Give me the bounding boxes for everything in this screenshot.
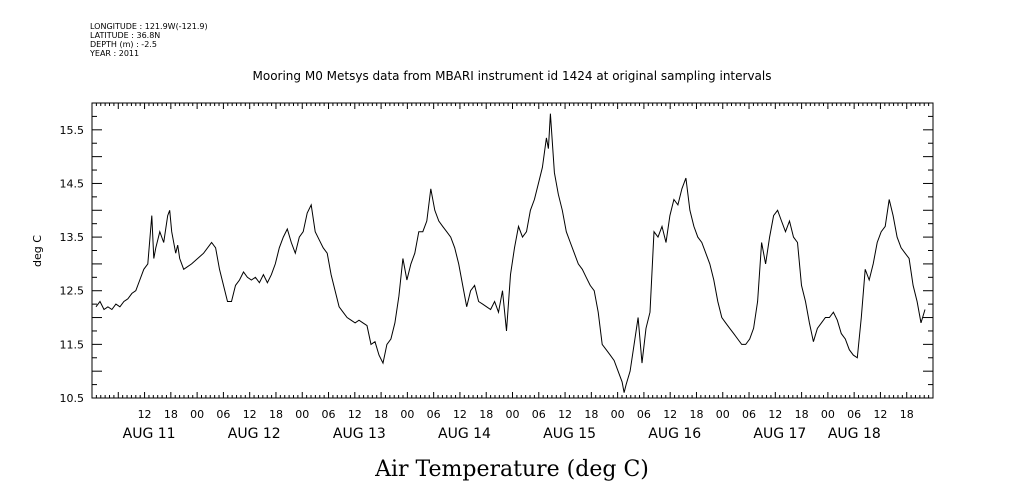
x-tick-label: 06: [532, 408, 546, 421]
x-tick-label: 00: [295, 408, 309, 421]
day-label: AUG 15: [543, 426, 596, 442]
y-tick-label: 14.5: [60, 177, 85, 190]
x-tick-label: 12: [138, 408, 152, 421]
y-tick-label: 11.5: [60, 338, 85, 351]
x-tick-label: 18: [584, 408, 598, 421]
x-tick-label: 18: [164, 408, 178, 421]
x-tick-label: 00: [506, 408, 520, 421]
x-tick-label: 06: [637, 408, 651, 421]
air-temperature-line: [95, 113, 926, 393]
x-tick-label: 18: [689, 408, 703, 421]
day-label: AUG 13: [333, 426, 386, 442]
x-tick-label: 12: [663, 408, 677, 421]
day-label: AUG 11: [123, 426, 176, 442]
day-label: AUG 17: [753, 426, 806, 442]
x-tick-label: 12: [558, 408, 572, 421]
x-tick-label: 06: [847, 408, 861, 421]
y-tick-label: 15.5: [60, 124, 85, 137]
day-label: AUG 12: [228, 426, 281, 442]
y-tick-label: 13.5: [60, 231, 85, 244]
x-tick-label: 12: [768, 408, 782, 421]
axis-ticks: [91, 102, 934, 399]
day-label: AUG 16: [648, 426, 701, 442]
x-tick-label: 18: [269, 408, 283, 421]
x-tick-label: 12: [873, 408, 887, 421]
y-tick-label: 12.5: [60, 285, 85, 298]
x-tick-labels: 12 18 00 06 12 18 00 06 12 18 00 06 12 18 00 06 12 18 00 06…: [138, 408, 914, 421]
x-tick-label: 12: [243, 408, 257, 421]
x-tick-label: 18: [479, 408, 493, 421]
x-tick-label: 00: [400, 408, 414, 421]
metadata-block: LONGITUDE : 121.9W(-121.9) LATITUDE : 36…: [90, 22, 208, 58]
x-tick-label: 06: [742, 408, 756, 421]
plot-frame: [91, 102, 934, 399]
x-tick-label: 00: [821, 408, 835, 421]
chart-title: Mooring M0 Metsys data from MBARI instru…: [253, 69, 772, 83]
x-tick-label: 06: [216, 408, 230, 421]
longitude-text: LONGITUDE : 121.9W(-121.9): [90, 22, 208, 31]
depth-text: DEPTH (m) : -2.5: [90, 40, 157, 49]
x-tick-label: 12: [453, 408, 467, 421]
x-tick-label: 06: [427, 408, 441, 421]
x-tick-label: 06: [322, 408, 336, 421]
x-tick-label: 18: [900, 408, 914, 421]
x-tick-label: 12: [348, 408, 362, 421]
x-tick-label: 00: [190, 408, 204, 421]
x-axis-label: Air Temperature (deg C): [374, 457, 649, 482]
latitude-text: LATITUDE : 36.8N: [90, 31, 161, 40]
y-axis-label: deg C: [31, 235, 44, 267]
y-tick-label: 10.5: [60, 392, 85, 405]
x-tick-label: 18: [795, 408, 809, 421]
y-tick-labels: 10.5 11.5 12.5 13.5 14.5 15.5: [60, 124, 85, 405]
day-labels: AUG 11 AUG 12 AUG 13 AUG 14 AUG 15 AUG 16 AUG …: [123, 426, 881, 442]
day-label: AUG 14: [438, 426, 491, 442]
year-text: YEAR : 2011: [90, 49, 140, 58]
day-label: AUG 18: [828, 426, 881, 442]
x-tick-label: 00: [716, 408, 730, 421]
x-tick-label: 18: [374, 408, 388, 421]
x-tick-label: 00: [611, 408, 625, 421]
